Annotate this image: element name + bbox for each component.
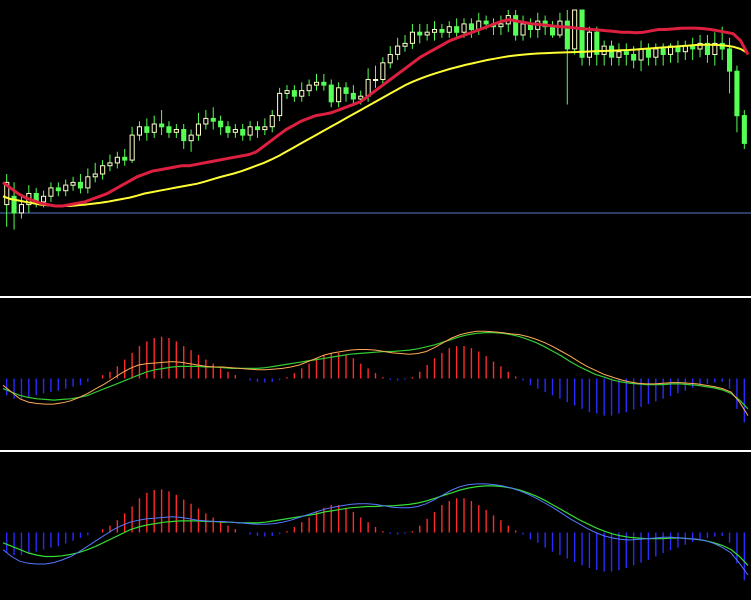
- candle-down: [225, 126, 231, 133]
- candle-down: [439, 29, 445, 33]
- candle-down: [321, 81, 327, 86]
- candle-up: [203, 117, 209, 125]
- candle-up: [712, 42, 718, 56]
- candle-down: [734, 70, 740, 117]
- candle-down: [550, 26, 556, 36]
- candle-down: [727, 48, 733, 72]
- candle-down: [255, 126, 261, 131]
- candle-down: [564, 20, 570, 50]
- candle-down: [181, 129, 187, 142]
- price-panel[interactable]: [0, 9, 751, 230]
- oscillator-1-main-line: [2, 330, 749, 416]
- candle-down: [483, 20, 489, 25]
- candle-down: [468, 23, 474, 30]
- candle-up: [269, 115, 275, 128]
- candle-down: [704, 42, 711, 56]
- candle-down: [741, 115, 747, 144]
- candle-up: [387, 54, 393, 64]
- candle-up: [498, 23, 504, 28]
- candle-up: [432, 29, 438, 33]
- candle-down: [240, 129, 246, 136]
- candle-up: [336, 87, 342, 103]
- candle-up: [18, 204, 24, 214]
- oscillator-panel-1[interactable]: [2, 330, 749, 423]
- candle-up: [586, 31, 593, 58]
- candle-up: [638, 48, 644, 61]
- candle-up: [358, 95, 364, 100]
- candle-up: [520, 23, 526, 36]
- candle-up: [129, 134, 135, 161]
- candle-down: [579, 9, 585, 58]
- candle-up: [173, 129, 179, 133]
- candle-down: [55, 187, 61, 192]
- candle-up: [616, 51, 622, 58]
- moving-average-fast: [2, 18, 750, 208]
- candle-up: [48, 187, 54, 197]
- candle-down: [623, 51, 629, 56]
- candle-up: [136, 126, 142, 136]
- oscillator-1-signal-line: [2, 332, 749, 410]
- candle-up: [70, 181, 76, 186]
- moving-average-slow: [2, 43, 749, 207]
- candle-up: [151, 123, 157, 133]
- candle-down: [660, 48, 666, 56]
- candle-up: [188, 134, 194, 142]
- candle-up: [92, 173, 98, 178]
- candle-up: [284, 90, 290, 94]
- candle-down: [594, 31, 600, 55]
- candle-down: [11, 195, 17, 214]
- candle-up: [107, 162, 113, 167]
- candle-up: [299, 90, 305, 97]
- candle-down: [77, 181, 84, 189]
- candle-down: [166, 126, 172, 133]
- candle-down: [210, 117, 216, 122]
- candle-up: [409, 31, 415, 44]
- candle-up: [232, 129, 238, 133]
- candle-up: [424, 31, 430, 36]
- candle-down: [343, 87, 349, 94]
- candle-down: [122, 156, 128, 161]
- candle-down: [454, 26, 460, 33]
- oscillator-panel-2[interactable]: [2, 483, 749, 581]
- candle-up: [697, 42, 703, 50]
- candle-up: [461, 23, 467, 33]
- candle-down: [144, 126, 150, 133]
- candle-down: [645, 48, 652, 58]
- candle-down: [350, 92, 356, 100]
- oscillator-2-signal-line: [2, 485, 749, 566]
- candle-up: [446, 26, 452, 33]
- candle-up: [41, 195, 47, 203]
- candle-up: [195, 123, 201, 136]
- candle-down: [513, 15, 519, 36]
- candle-down: [417, 31, 423, 36]
- candle-up: [114, 156, 120, 164]
- candle-up: [395, 45, 401, 55]
- candle-down: [328, 84, 334, 103]
- candle-up: [314, 81, 320, 86]
- candle-down: [631, 54, 637, 61]
- candle-up: [63, 184, 69, 192]
- candle-up: [653, 48, 659, 58]
- candle-up: [100, 165, 106, 175]
- candle-up: [682, 45, 688, 53]
- candle-up: [402, 42, 408, 47]
- candle-up: [85, 176, 91, 189]
- candle-down: [690, 45, 696, 50]
- candle-up: [277, 92, 283, 117]
- candle-down: [291, 90, 297, 97]
- candle-up: [247, 126, 253, 136]
- oscillator-2-main-line: [2, 483, 749, 576]
- candle-up: [380, 62, 386, 80]
- candle-down: [218, 120, 224, 128]
- candle-up: [4, 181, 10, 206]
- candle-up: [373, 79, 379, 81]
- candle-up: [306, 84, 312, 92]
- candle-down: [159, 123, 165, 128]
- candle-up: [262, 126, 268, 131]
